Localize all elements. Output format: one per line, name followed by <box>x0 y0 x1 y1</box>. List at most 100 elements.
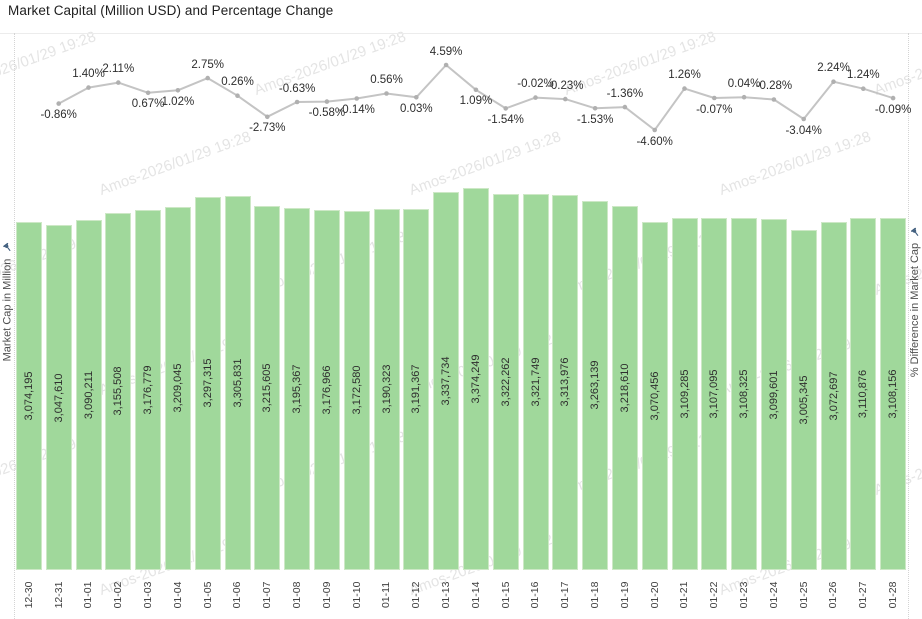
pct-point[interactable] <box>682 86 687 91</box>
pct-point[interactable] <box>384 91 389 96</box>
bar[interactable]: 3,107,095 <box>701 218 728 570</box>
x-tick-label: 12-31 <box>52 581 65 609</box>
pin-icon[interactable] <box>909 226 921 238</box>
bar[interactable]: 3,047,610 <box>45 225 72 570</box>
bar[interactable]: 3,305,831 <box>224 195 251 570</box>
pct-point[interactable] <box>56 101 61 106</box>
x-tick-label: 01-26 <box>827 581 840 609</box>
pct-point[interactable] <box>503 106 509 111</box>
pct-point[interactable] <box>443 62 449 68</box>
bar-value-label: 3,155,508 <box>112 366 125 416</box>
bar-value-label: 3,321,749 <box>529 357 542 407</box>
right-axis: % Difference in Market Cap <box>908 33 922 570</box>
pct-point[interactable] <box>533 95 538 100</box>
pct-value-label: -0.23% <box>547 79 584 92</box>
pct-point[interactable] <box>294 99 300 105</box>
bar[interactable]: 3,099,601 <box>760 219 787 570</box>
bar[interactable]: 3,005,345 <box>790 229 817 570</box>
pct-point[interactable] <box>890 95 896 101</box>
bar[interactable]: 3,110,876 <box>850 217 877 570</box>
bar[interactable]: 3,109,285 <box>671 218 698 570</box>
bar-value-label: 3,110,876 <box>857 369 870 418</box>
pct-point[interactable] <box>741 94 747 100</box>
pct-value-label: -4.60% <box>636 135 673 148</box>
bar[interactable]: 3,176,779 <box>135 210 162 570</box>
bar[interactable]: 3,209,045 <box>164 206 191 570</box>
bar[interactable]: 3,074,195 <box>15 222 42 570</box>
pct-point[interactable] <box>414 95 419 100</box>
bar-value-label: 3,263,139 <box>589 360 602 410</box>
pct-value-label: 0.67% <box>131 98 165 111</box>
bar[interactable]: 3,176,966 <box>313 210 340 570</box>
bar-value-label: 3,305,831 <box>231 358 244 408</box>
pct-point[interactable] <box>235 93 240 98</box>
pct-point[interactable] <box>145 90 151 96</box>
bar[interactable]: 3,322,262 <box>492 193 519 570</box>
pct-point[interactable] <box>771 97 777 102</box>
x-tick-label: 01-08 <box>291 581 304 609</box>
pct-value-label: -0.58% <box>308 107 346 120</box>
pct-point[interactable] <box>324 99 330 104</box>
bar[interactable]: 3,070,456 <box>641 222 668 570</box>
pct-point[interactable] <box>205 75 210 81</box>
pct-point[interactable] <box>622 104 628 110</box>
pct-point[interactable] <box>116 80 121 85</box>
pct-point[interactable] <box>652 127 657 133</box>
pct-point[interactable] <box>265 114 270 120</box>
bar[interactable]: 3,321,749 <box>522 193 549 570</box>
x-tick-label: 01-28 <box>887 581 900 609</box>
bar-value-label: 3,313,976 <box>559 357 572 407</box>
x-tick-label: 01-18 <box>589 581 602 609</box>
bar[interactable]: 3,191,367 <box>403 208 430 570</box>
x-axis: 12-30 12-31 01-01 01-02 01-03 01-04 01-05 01-06… <box>14 573 908 617</box>
bar[interactable]: 3,155,508 <box>105 212 132 570</box>
pct-point[interactable] <box>801 116 806 122</box>
x-tick-label: 01-10 <box>350 581 363 609</box>
x-tick-label: 01-21 <box>678 581 691 609</box>
left-axis-divider <box>14 33 15 619</box>
pct-point[interactable] <box>563 96 568 102</box>
pct-point[interactable] <box>592 106 598 111</box>
pct-value-label: 0.03% <box>399 102 433 115</box>
x-tick-label: 01-05 <box>201 581 214 609</box>
bar[interactable]: 3,195,367 <box>284 208 311 570</box>
bar[interactable]: 3,297,315 <box>194 196 221 570</box>
bar-value-label: 3,072,697 <box>827 371 840 421</box>
pct-point[interactable] <box>86 85 91 90</box>
bar-value-label: 3,374,249 <box>469 354 482 404</box>
pct-value-label: 0.26% <box>221 76 254 89</box>
pct-value-label: -3.04% <box>785 124 822 137</box>
bar[interactable]: 3,313,976 <box>552 194 579 570</box>
pct-point[interactable] <box>831 79 836 84</box>
x-tick-label: 01-13 <box>440 581 453 609</box>
x-tick-label: 01-27 <box>857 581 870 609</box>
pct-point[interactable] <box>861 86 866 91</box>
pin-icon[interactable] <box>1 241 13 253</box>
x-tick-label: 01-12 <box>410 581 423 609</box>
bar-value-label: 3,191,367 <box>410 364 423 414</box>
bar[interactable]: 3,263,139 <box>582 200 609 570</box>
bar[interactable]: 3,337,734 <box>433 192 460 570</box>
x-tick-label: 12-30 <box>22 581 35 609</box>
bar-value-label: 3,209,045 <box>171 363 184 413</box>
bar[interactable]: 3,072,697 <box>820 222 847 570</box>
bar[interactable]: 3,090,211 <box>75 220 102 570</box>
bar[interactable]: 3,374,249 <box>462 188 489 570</box>
pct-point[interactable] <box>354 96 360 101</box>
bar-value-label: 3,074,195 <box>22 371 35 421</box>
pct-point[interactable] <box>473 87 479 93</box>
pct-point[interactable] <box>712 95 717 101</box>
x-tick-label: 01-09 <box>320 581 333 609</box>
x-tick-label: 01-20 <box>648 581 661 609</box>
bar[interactable]: 3,108,325 <box>731 218 758 570</box>
x-tick-label: 01-11 <box>380 581 393 609</box>
bar[interactable]: 3,108,156 <box>880 218 907 570</box>
bar[interactable]: 3,218,610 <box>611 205 638 570</box>
bar[interactable]: 3,190,323 <box>373 208 400 570</box>
right-axis-title: % Difference in Market Cap <box>909 242 921 377</box>
pct-point[interactable] <box>175 88 181 93</box>
bar[interactable]: 3,172,580 <box>343 210 370 570</box>
bar[interactable]: 3,215,605 <box>254 206 281 570</box>
bar-value-label: 3,218,610 <box>618 363 631 413</box>
